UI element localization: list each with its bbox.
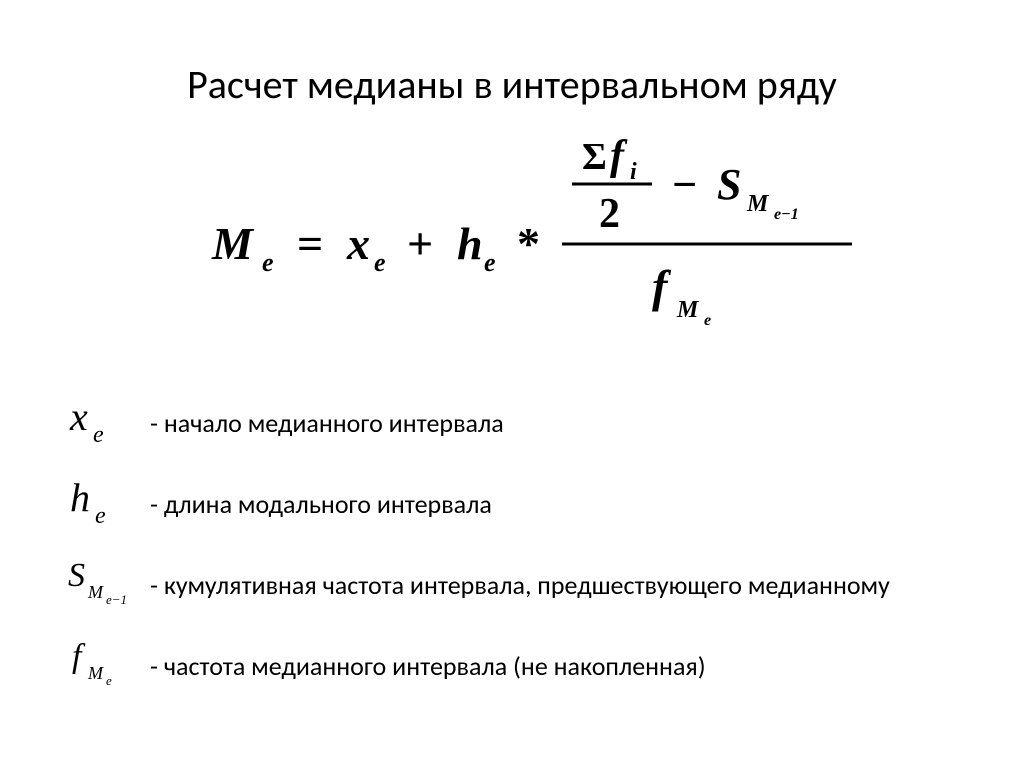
legend-symbol: f M e <box>60 637 150 696</box>
equals: = <box>297 218 323 269</box>
median-formula: M e = x e + h e * Σ f i 2 − S M <box>60 129 964 344</box>
var-x: x <box>346 218 370 269</box>
svg-text:M: M <box>87 663 104 683</box>
legend-text: - начало медианного интервала <box>150 407 504 440</box>
plus: + <box>407 218 433 269</box>
legend-symbol: x e <box>60 394 150 453</box>
star: * <box>517 218 540 269</box>
var-M: M <box>211 218 255 269</box>
sub-fi: i <box>630 159 637 185</box>
page-title: Расчет медианы в интервальном ряду <box>60 60 964 109</box>
formula-svg: M e = x e + h e * Σ f i 2 − S M <box>152 129 872 339</box>
svg-text:x: x <box>69 394 88 439</box>
svg-text:h: h <box>70 475 90 520</box>
slide: Расчет медианы в интервальном ряду M e =… <box>0 0 1024 767</box>
var-h: h <box>457 218 483 269</box>
svg-text:e: e <box>95 503 106 529</box>
legend-row-xe: x e - начало медианного интервала <box>60 394 964 453</box>
svg-text:e: e <box>93 422 104 448</box>
minus: − <box>672 160 697 209</box>
legend-row-he: h e - длина модального интервала <box>60 475 964 534</box>
sub-xe: e <box>374 248 386 277</box>
var-fM: f <box>652 261 672 312</box>
legend-symbol: h e <box>60 475 150 534</box>
sub-SM: M <box>746 191 770 217</box>
var-S: S <box>717 160 741 209</box>
svg-text:e−1: e−1 <box>106 592 127 607</box>
sub-fM: M <box>676 297 700 323</box>
legend-row-S: S M e−1 - кумулятивная частота интервала… <box>60 556 964 615</box>
svg-text:e: e <box>106 673 112 688</box>
svg-text:M: M <box>87 582 104 602</box>
svg-text:f: f <box>72 638 86 675</box>
legend-symbol: S M e−1 <box>60 556 150 615</box>
denom-2: 2 <box>599 191 620 237</box>
legend-text: - кумулятивная частота интервала, предше… <box>150 569 890 602</box>
sub-he: e <box>484 248 496 277</box>
sub-SMe1: e−1 <box>774 206 799 223</box>
legend-text: - частота медианного интервала (не накоп… <box>150 650 706 683</box>
legend-text: - длина модального интервала <box>150 488 492 521</box>
sub-Me: e <box>262 248 274 277</box>
svg-text:S: S <box>68 557 85 594</box>
legend: x e - начало медианного интервала h e - … <box>60 394 964 696</box>
legend-row-f: f M e - частота медианного интервала (не… <box>60 637 964 696</box>
sigma: Σ <box>582 136 607 178</box>
var-fi: f <box>610 133 628 179</box>
sub-fMe: e <box>704 312 711 329</box>
